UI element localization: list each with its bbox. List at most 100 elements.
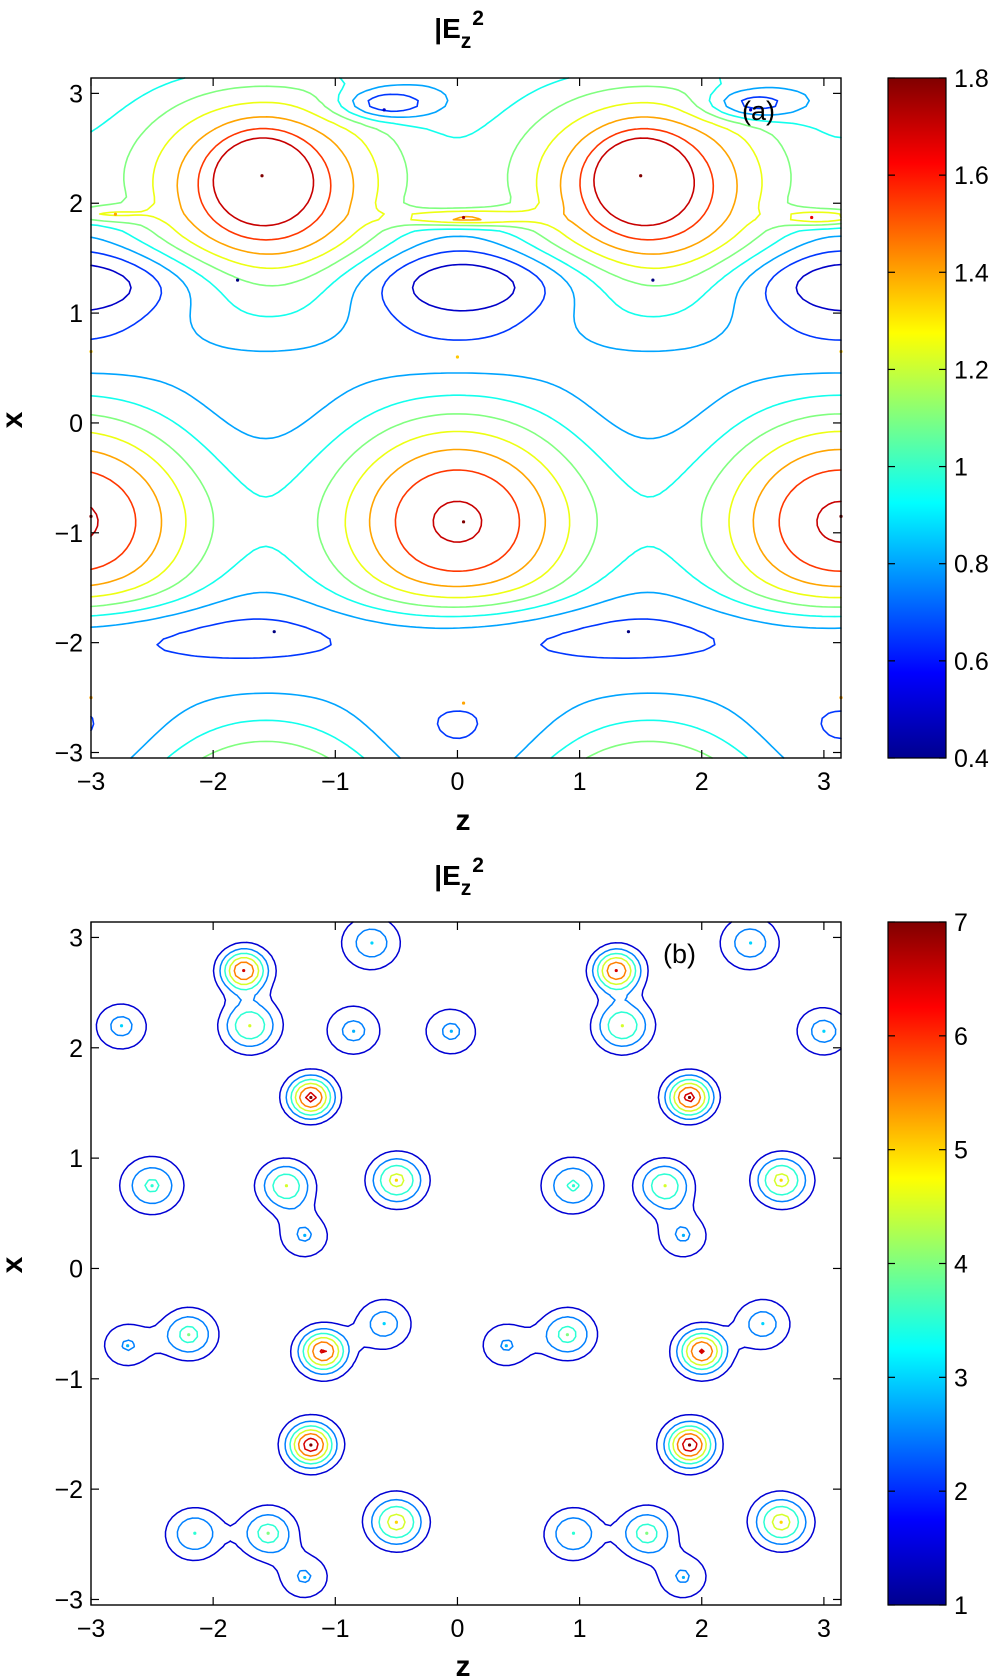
x-tick-label: −3 [77,768,106,796]
peak-marker [761,1322,765,1326]
y-tick-label: −2 [54,1476,83,1504]
contour-line [90,93,842,740]
peak-marker [455,355,460,359]
x-tick-label: −2 [199,768,228,796]
peak-marker [193,1531,197,1535]
peak-marker [461,215,466,220]
panel-a-title: |Ez2. [434,7,491,53]
colorbar-tick-label: 1.8 [954,65,989,93]
y-tick-label: 1 [69,1145,83,1173]
peak-marker [645,1531,649,1535]
colorbar-tick-label: 1.4 [954,259,989,287]
peak-marker [461,520,466,524]
colorbar-tick-label: 0.4 [954,745,989,773]
panel-b: |Ez2. −3 −2 −1 0 1 2 3 −3 −2 −1 0 1 2 3 (b) z x 1 2 3 4… [0,854,968,1680]
trough-marker [626,630,631,634]
peak-marker [822,1029,826,1033]
contour-line [90,137,842,543]
contour-line [110,928,837,1584]
colorbar-tick-label: 2 [954,1478,968,1506]
contour-line [90,101,842,599]
y-tick-label: 2 [69,1035,83,1063]
panel-b-x-ticks: −3 −2 −1 0 1 2 3 [77,922,831,1643]
peak-marker [113,212,118,216]
peak-marker [119,1024,124,1028]
peak-marker [461,701,466,705]
y-tick-label: −2 [54,630,83,658]
colorbar-tick-label: 3 [954,1364,968,1392]
x-tick-label: 0 [450,1615,464,1643]
panel-b-title: |Ez2. [434,854,491,900]
peak-marker [700,1349,704,1353]
y-tick-label: −3 [54,1586,83,1614]
peak-marker [687,1443,692,1447]
x-tick-label: 2 [695,1615,709,1643]
peak-marker [126,1344,130,1348]
contour-line [228,956,791,1531]
panel-a-x-axis-label: z [456,804,471,837]
contour-line [303,1091,705,1453]
trough-marker [749,108,753,112]
panel-b-y-axis-label: x [0,1256,29,1273]
contour-line [90,263,842,312]
colorbar-tick-label: 5 [954,1137,968,1165]
peak-marker [370,941,374,945]
colorbar-tick-label: 0.6 [954,648,989,676]
contour-line [90,84,842,759]
peak-marker [394,1178,398,1182]
y-tick-label: 3 [69,924,83,952]
y-tick-label: 2 [69,190,83,218]
colorbar-tick-label: 0.8 [954,551,989,579]
peak-marker [352,1029,356,1033]
y-tick-label: 0 [69,410,83,438]
peak-marker [681,1233,686,1237]
panel-a-x-ticks: −3 −2 −1 0 1 2 3 [77,78,831,796]
contour-line [90,127,842,572]
panel-a-colorbar [887,77,947,759]
peak-marker [242,968,246,973]
peak-marker [571,1531,576,1535]
peak-marker [309,1443,313,1447]
peak-marker [681,1575,686,1580]
peak-marker [150,1184,154,1188]
peak-marker [266,1531,270,1535]
panel-a-y-ticks: −3 −2 −1 0 1 2 3 [54,80,841,768]
peak-marker [614,968,618,973]
trough-marker [272,630,276,634]
peak-marker [810,215,814,220]
y-tick-label: −1 [54,1366,83,1394]
peak-marker [663,1184,667,1188]
x-tick-label: −3 [77,1615,106,1643]
x-tick-label: −2 [199,1615,228,1643]
contour-line [90,116,842,588]
colorbar-tick-label: 4 [954,1251,968,1279]
peak-marker [565,1333,569,1337]
peak-marker [779,1178,783,1182]
peak-marker [779,1520,783,1524]
peak-marker [687,1095,692,1100]
y-tick-label: 1 [69,300,83,328]
peak-marker [394,1520,398,1524]
trough-marker [235,278,240,282]
colorbar-tick-label: 1.6 [954,162,989,190]
y-tick-label: −1 [54,520,83,548]
colorbar-tick-label: 1 [954,1592,968,1620]
panel-b-colorbar-ticks: 1 2 3 4 5 6 7 [888,909,968,1620]
peak-marker [749,941,753,945]
contour-line [95,921,842,1599]
colorbar-tick-label: 1.2 [954,356,989,384]
trough-marker [651,278,655,282]
peak-marker [620,1024,624,1028]
peak-marker [248,1024,252,1028]
x-tick-label: 3 [817,768,831,796]
peak-marker [321,1349,325,1353]
peak-marker [449,1029,453,1033]
colorbar-tick-label: 7 [954,909,968,937]
panel-a-axes-box [90,77,842,759]
peak-marker [309,1095,313,1100]
panel-a-y-axis-label: x [0,411,29,428]
panel-b-plot-area [95,921,842,1599]
panel-a-colorbar-ticks: 0.4 0.6 0.8 1 1.2 1.4 1.6 1.8 [888,65,989,773]
